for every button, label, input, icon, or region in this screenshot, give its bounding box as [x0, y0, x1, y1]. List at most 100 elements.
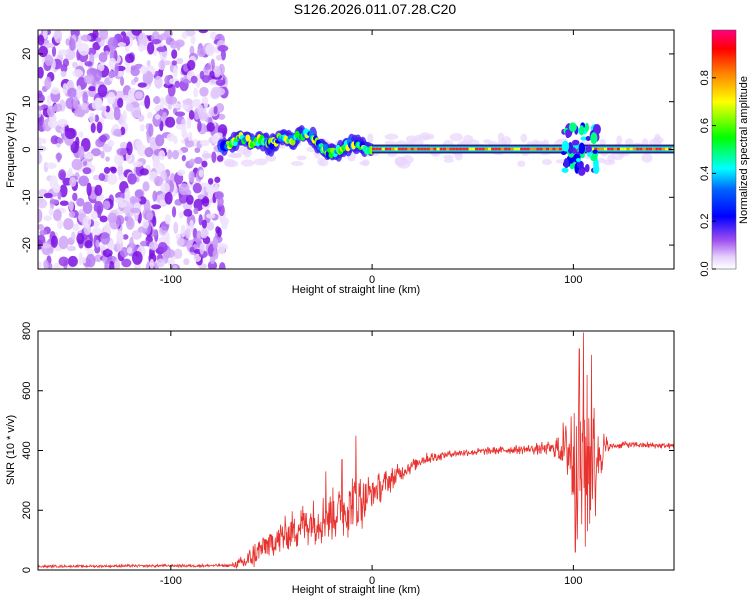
spectrogram-noise-blob: [172, 149, 179, 160]
spectrogram-noise-blob: [95, 195, 102, 203]
spectrogram-noise-blob: [159, 33, 168, 41]
spectrogram-flat-core-segment: [397, 147, 401, 151]
spectrogram-noise-blob: [155, 134, 165, 147]
spectrogram-noise-blob: [172, 103, 182, 109]
spectrogram-flat-core-segment: [481, 147, 485, 151]
spectrogram-noise-blob: [38, 34, 45, 46]
spectrogram-y-tick-label: -20: [21, 237, 33, 253]
spectrogram-noise-blob: [148, 241, 159, 251]
spectrogram-noise-blob: [80, 34, 92, 42]
spectrogram-halo-blob: [384, 133, 399, 140]
spectrogram-flat-core-segment: [484, 147, 488, 151]
spectrogram-noise-blob: [95, 239, 100, 248]
spectrogram-halo-blob: [384, 140, 396, 146]
spectrogram-noise-blob: [96, 121, 103, 134]
spectrogram-burst-blob: [561, 167, 569, 173]
spectrogram-noise-blob: [148, 123, 154, 137]
spectrogram-noise-blob: [165, 249, 176, 258]
spectrogram-noise-blob: [146, 41, 155, 55]
spectrogram-noise-blob: [108, 70, 115, 79]
colorbar-tick-label: 0.8: [699, 70, 711, 85]
spectrogram-noise-blob: [116, 230, 124, 244]
spectrogram-noise-blob: [58, 169, 67, 181]
spectrogram-noise-blob: [134, 189, 144, 198]
spectrogram-flat-core-segment: [626, 147, 630, 151]
spectrogram-halo-blob: [517, 160, 526, 167]
spectrogram-noise-blob: [198, 30, 209, 34]
spectrogram-noise-blob: [84, 61, 93, 67]
spectrogram-noise-blob: [181, 131, 188, 139]
spectrogram-noise-blob: [172, 65, 178, 78]
spectrogram-halo-blob: [240, 159, 255, 167]
spectrogram-noise-blob: [171, 60, 178, 66]
spectrogram-noise-blob: [107, 37, 118, 51]
spectrogram-noise-blob: [109, 260, 115, 269]
spectrogram-noise-blob: [113, 128, 122, 137]
spectrogram-noise-blob: [162, 111, 167, 119]
spectrogram-noise-blob: [209, 256, 216, 265]
spectrogram-halo-blob: [520, 133, 528, 143]
spectrogram-noise-blob: [42, 30, 48, 40]
spectrogram-noise-blob: [105, 156, 110, 162]
spectrogram-halo-blob: [319, 158, 329, 167]
spectrogram-noise-blob: [44, 76, 52, 90]
spectrogram-noise-blob: [140, 65, 148, 75]
spectrogram-burst-blob: [592, 164, 600, 175]
spectrogram-flat-core-segment: [607, 147, 611, 151]
spectrogram-noise-blob: [215, 226, 221, 234]
spectrogram-halo-blob: [361, 159, 370, 167]
spectrogram-noise-blob: [160, 182, 171, 194]
spectrogram-noise-blob: [188, 170, 195, 183]
spectrogram-noise-blob: [97, 84, 108, 98]
spectrogram-noise-blob: [99, 215, 108, 223]
spectrogram-flat-core-segment: [465, 147, 469, 151]
spectrogram-flat-core-segment: [388, 147, 392, 151]
spectrogram-noise-blob: [67, 87, 77, 98]
spectrogram-noise-blob: [70, 141, 79, 154]
spectrogram-halo-blob: [641, 153, 653, 163]
spectrogram-halo-blob: [599, 138, 606, 146]
spectrogram-noise-blob: [67, 255, 78, 267]
spectrogram-noise-blob: [122, 110, 127, 124]
spectrogram-flat-core-segment: [417, 147, 421, 151]
spectrogram-halo-blob: [367, 133, 374, 144]
spectrogram-halo-blob: [418, 132, 432, 141]
spectrogram-noise-blob: [188, 110, 195, 120]
spectrogram-noise-blob: [144, 95, 151, 109]
spectrogram-flat-core-segment: [623, 147, 627, 151]
spectrogram-noise-blob: [117, 42, 127, 48]
spectrogram-noise-blob: [66, 245, 77, 252]
spectrogram-noise-blob: [54, 30, 63, 44]
spectrogram-noise-blob: [78, 252, 83, 266]
spectrogram-flat-core-segment: [507, 147, 511, 151]
spectrogram-noise-blob: [131, 30, 142, 36]
spectrogram-halo-blob: [237, 146, 251, 155]
spectrogram-noise-blob: [103, 166, 111, 174]
snr-series-line: [38, 332, 674, 569]
spectrogram-noise-blob: [95, 37, 102, 43]
spectrogram-burst-blob: [585, 135, 591, 141]
spectrogram-noise-blob: [62, 58, 70, 67]
spectrogram-noise-blob: [142, 181, 150, 192]
snr-x-ticks: -100 0 100: [160, 331, 583, 587]
spectrogram-burst-blob: [578, 142, 586, 155]
spectrogram-noise-blob: [167, 103, 172, 110]
spectrogram-noise-blob: [124, 187, 131, 202]
spectrogram-y-tick-label: -10: [21, 189, 33, 205]
spectrogram-noise-blob: [43, 215, 52, 221]
spectrogram-noise-blob: [193, 156, 203, 165]
spectrogram-noise-blob: [85, 253, 96, 268]
spectrogram-noise-blob: [88, 86, 97, 92]
spectrogram-burst-blob: [580, 136, 588, 141]
spectrogram-noise-blob: [189, 158, 195, 166]
spectrogram-noise-blob: [107, 173, 118, 185]
spectrogram-noise-blob: [117, 163, 124, 178]
spectrogram-noise-blob: [186, 116, 192, 130]
spectrogram-noise-blob: [59, 200, 69, 206]
spectrogram-noise-blob: [196, 230, 202, 240]
spectrogram-flat-core-segment: [497, 147, 501, 151]
spectrogram-halo-blob: [405, 135, 417, 144]
spectrogram-noise-blob: [213, 105, 218, 115]
spectrogram-flat-core-segment: [529, 147, 533, 151]
spectrogram-noise-blob: [174, 111, 186, 117]
